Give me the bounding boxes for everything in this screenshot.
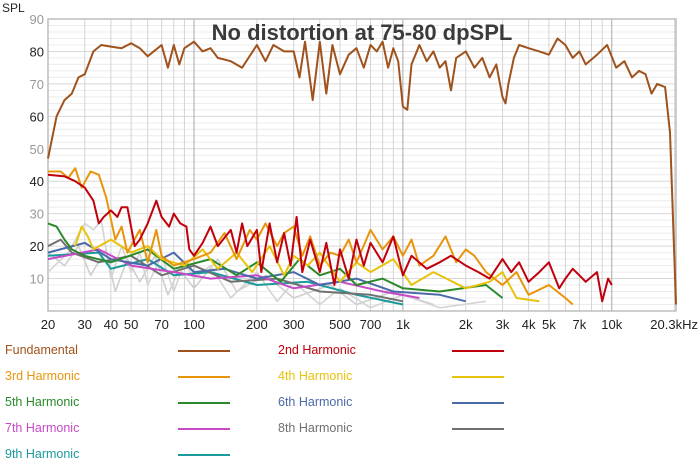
x-tick-label: 2k (459, 317, 473, 332)
x-tick-label: 500 (329, 317, 351, 332)
legend-swatch (178, 350, 230, 352)
plot-area: 10 20 30 40 50 60 70 80 90 SPL 20 30 40 50 70 100 200 300… (2, 1, 698, 332)
legend-label: 8th Harmonic (278, 421, 353, 435)
y-tick-label: 40 (30, 174, 44, 189)
legend-label: 2nd Harmonic (278, 343, 356, 357)
y-tick-label: 70 (30, 77, 44, 92)
y-tick-label: 20 (30, 239, 44, 254)
y-tick-label: 30 (30, 207, 44, 222)
4th-harmonic-series-line (74, 225, 540, 303)
fundamental-series-line (47, 37, 677, 305)
x-tick-label: 7k (573, 317, 587, 332)
x-tick-label: 100 (183, 317, 205, 332)
8th-harmonic-series-line (47, 238, 404, 303)
x-tick-label: 3k (496, 317, 510, 332)
y-axis-label: SPL (2, 1, 25, 15)
x-tick-label: 40 (104, 317, 118, 332)
legend-swatch (178, 454, 230, 456)
y-tick-label: 50 (30, 142, 44, 157)
x-tick-label: 70 (154, 317, 168, 332)
legend-label: 4th Harmonic (278, 369, 353, 383)
legend-swatch (452, 428, 504, 430)
y-tick-label: 60 (30, 109, 44, 124)
5th-harmonic-series-line (47, 222, 504, 299)
legend-label: 9th Harmonic (5, 447, 80, 461)
x-tick-label: 30 (78, 317, 92, 332)
plot-border (47, 18, 677, 312)
chart-title: No distortion at 75-80 dpSPL (212, 20, 513, 45)
y-tick-label: 10 (30, 272, 44, 287)
legend-swatch (178, 376, 230, 378)
x-tick-label: 10k (601, 317, 622, 332)
legend-swatch (452, 376, 504, 378)
legend-swatch (178, 402, 230, 404)
x-tick-label: 200 (246, 317, 268, 332)
7th-harmonic-series-line (47, 248, 420, 299)
2nd-harmonic-series-line (47, 173, 613, 303)
y-tick-label: 80 (30, 44, 44, 59)
3rd-harmonic-series-line (48, 167, 574, 306)
x-tick-label: 700 (360, 317, 382, 332)
x-tick-label: 20 (41, 317, 55, 332)
x-tick-label: 4k (522, 317, 536, 332)
legend-swatch (178, 428, 230, 430)
y-tick-label: 90 (30, 12, 44, 27)
x-tick-label: 1k (396, 317, 410, 332)
legend-label: 5th Harmonic (5, 395, 80, 409)
legend-label: 6th Harmonic (278, 395, 353, 409)
x-tick-label: 50 (124, 317, 138, 332)
legend-swatch (452, 402, 504, 404)
x-tick-label: 5k (542, 317, 556, 332)
legend-label: 7th Harmonic (5, 421, 80, 435)
legend-label: 3rd Harmonic (5, 369, 81, 383)
legend-label: Fundamental (5, 343, 78, 357)
x-tick-label: 20.3kHz (650, 317, 698, 332)
x-tick-label: 300 (283, 317, 305, 332)
legend-swatch (452, 350, 504, 352)
